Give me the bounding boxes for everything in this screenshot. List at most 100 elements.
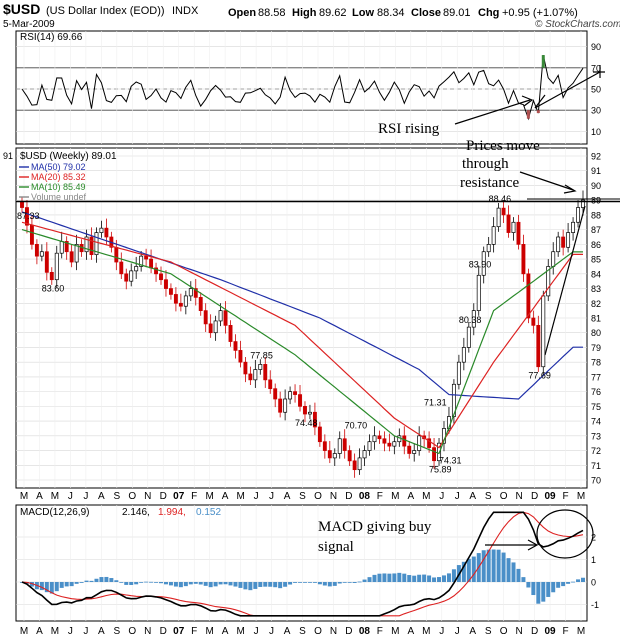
price-annotation: 83.60: [42, 284, 65, 294]
macd-histogram-bar: [352, 582, 357, 583]
macd-histogram-bar: [511, 562, 516, 582]
time-label: J: [83, 491, 88, 502]
rsi-arrow: [454, 99, 531, 125]
macd-histogram-bar: [501, 552, 506, 582]
time-label: A: [36, 491, 43, 502]
time-label-bottom: A: [222, 626, 229, 637]
time-label-bottom: M: [422, 626, 430, 637]
macd-histogram-bar: [516, 568, 521, 582]
time-label-bottom: S: [299, 626, 306, 637]
macd-histogram-bar: [258, 582, 263, 587]
candle-body: [571, 221, 576, 233]
time-label: J: [439, 491, 444, 502]
price-tick-label: 74: [591, 417, 601, 427]
price-annotation: 77.69: [528, 371, 551, 381]
macd-note-2: signal: [318, 539, 354, 555]
macd-layer: [20, 511, 585, 617]
macd-histogram-bar: [556, 582, 561, 588]
time-label: J: [269, 491, 274, 502]
price-tick-label: 85: [591, 255, 601, 265]
macd-histogram-bar: [293, 582, 298, 583]
candle-body: [461, 347, 466, 363]
time-label-bottom: F: [562, 626, 568, 637]
legend-entry: MA(10) 85.49: [31, 182, 86, 192]
time-label: F: [377, 491, 383, 502]
high-label: High: [292, 7, 317, 19]
time-label-bottom: S: [113, 626, 120, 637]
macd-histogram-bar: [362, 579, 367, 582]
macd-histogram-bar: [451, 569, 456, 582]
price-annotation: 77.85: [250, 350, 273, 360]
candle-body: [516, 221, 521, 245]
candle-body: [432, 447, 437, 462]
price-tick-label: 82: [591, 299, 601, 309]
price-annotation: 83.90: [469, 259, 492, 269]
macd-histogram-bar: [551, 582, 556, 593]
macd-histogram-bar: [317, 582, 322, 585]
price-annotation: 71.31: [424, 397, 447, 407]
price-tick-label: 78: [591, 358, 601, 368]
symbol-name: (US Dollar Index (EOD)): [46, 5, 165, 17]
macd-histogram-bar: [566, 582, 571, 584]
price-annotation: 74.48: [295, 418, 318, 428]
candle-body: [357, 457, 362, 471]
time-label-bottom: M: [236, 626, 244, 637]
price-annotation: 88.46: [489, 194, 512, 204]
candle-body: [258, 364, 263, 370]
price-tick-label: 89: [591, 196, 601, 206]
candle-body: [556, 236, 561, 253]
macd-histogram-bar: [307, 582, 312, 583]
candle-body: [451, 383, 456, 417]
time-label: N: [515, 491, 522, 502]
macd-histogram-bar: [441, 575, 446, 582]
rsi-layer: [21, 54, 584, 121]
time-label: M: [577, 491, 585, 502]
price-tick-label: 73: [591, 431, 601, 441]
time-label: F: [562, 491, 568, 502]
macd-note-1: MACD giving buy: [318, 519, 432, 535]
support-trendline: [544, 205, 586, 356]
time-label: A: [98, 491, 105, 502]
price-tick-label: 83: [591, 284, 601, 294]
time-label: S: [485, 491, 492, 502]
candle-body: [84, 236, 89, 253]
macd-arrow-head: [527, 539, 539, 551]
price-note-3: resistance: [460, 175, 519, 191]
price-arrow: [519, 171, 574, 191]
price-annotation: 75.89: [429, 465, 452, 475]
macd-histogram-bar: [461, 561, 466, 582]
candle-body: [466, 326, 471, 348]
candle-body: [99, 227, 104, 233]
macd-histogram-bar: [79, 582, 84, 583]
price-note-2: through: [462, 156, 509, 172]
macd-histogram-bar: [154, 582, 159, 583]
candle-body: [501, 207, 506, 216]
candle-body: [327, 450, 332, 459]
macd-label: MACD(12,26,9): [20, 507, 89, 518]
macd-histogram-bar: [203, 582, 208, 586]
candle-body: [49, 271, 54, 281]
time-label-bottom: M: [51, 626, 59, 637]
candle-body: [303, 406, 307, 415]
candle-body: [412, 450, 417, 454]
price-tick-label: 80: [591, 328, 601, 338]
candle-body: [283, 398, 288, 413]
macd-histogram-bar: [268, 582, 273, 587]
candle-body: [233, 341, 238, 351]
macd-histogram-bar: [144, 581, 149, 583]
candle-body: [377, 435, 382, 440]
candle-body: [551, 251, 556, 267]
candle-body: [104, 227, 109, 238]
macd-tick-label: 1: [591, 555, 596, 565]
candle-body: [248, 373, 253, 381]
candle-body: [561, 236, 566, 248]
macd-histogram-bar: [541, 582, 546, 602]
macd-histogram-bar: [312, 582, 317, 583]
candle-body: [273, 388, 278, 400]
macd-histogram-bar: [372, 574, 377, 582]
time-label-bottom: N: [515, 626, 522, 637]
candle-body: [536, 325, 541, 368]
ma50-line: [21, 211, 583, 400]
